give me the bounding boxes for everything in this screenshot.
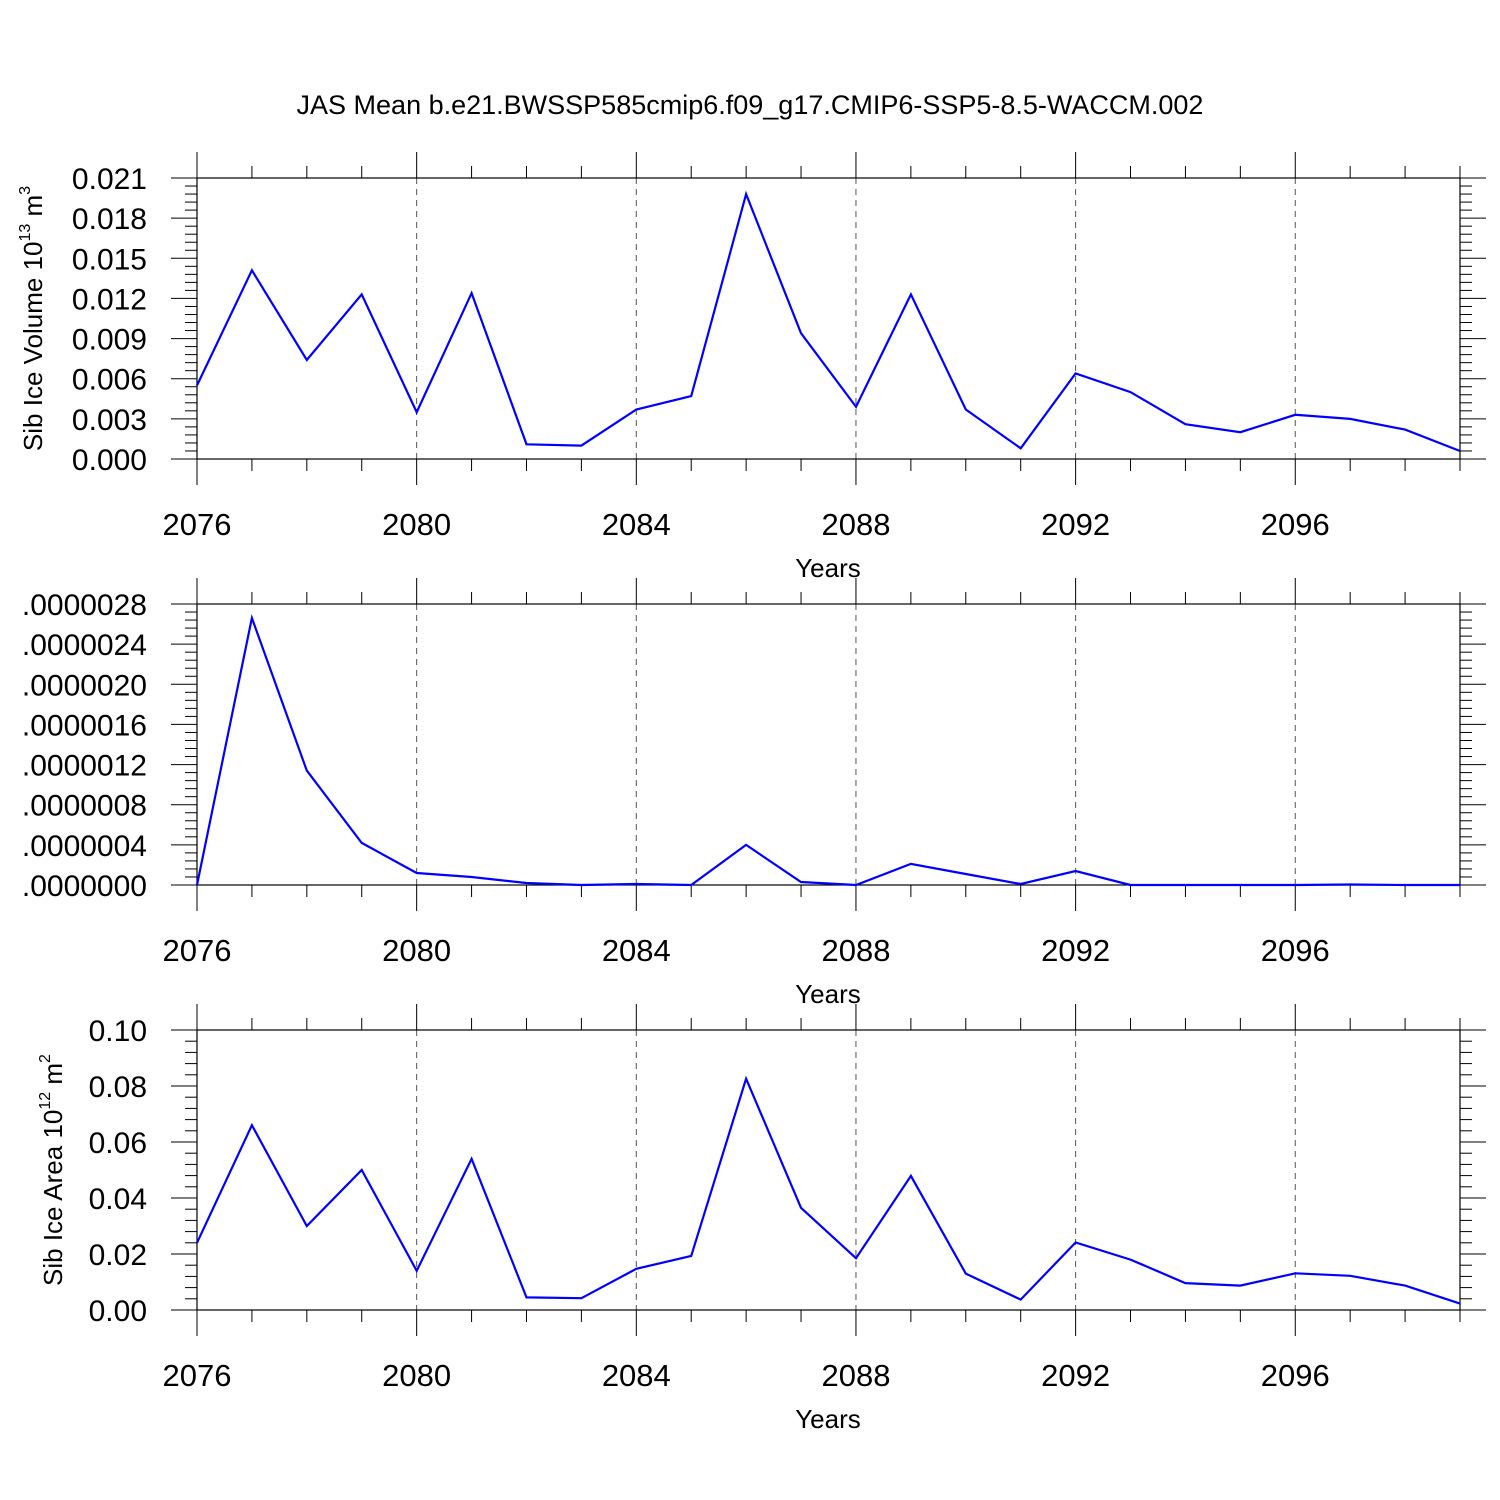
x-tick-label: 2084 <box>602 933 671 968</box>
x-tick-label: 2076 <box>163 507 232 542</box>
y-axis-label-text: m <box>38 1063 68 1092</box>
x-tick-label: 2084 <box>602 1358 671 1393</box>
y-tick-label: .0000012 <box>22 750 147 783</box>
y-axis-label: Sib Ice Volume 1013 m3 <box>17 186 48 451</box>
x-tick-label: 2076 <box>163 933 232 968</box>
y-axis-label-text: Sib Ice Area 10 <box>38 1110 68 1286</box>
x-tick-label: 2088 <box>821 1358 890 1393</box>
series-line <box>195 613 1460 887</box>
x-tick-label: 2084 <box>602 507 671 542</box>
x-tick-label: 2076 <box>163 1358 232 1393</box>
y-tick-label: 0.003 <box>72 404 147 437</box>
y-tick-label: .0000016 <box>22 709 147 742</box>
y-tick-label: 0.021 <box>72 163 147 196</box>
y-tick-label: 0.06 <box>89 1127 147 1160</box>
x-tick-label: 2096 <box>1261 507 1330 542</box>
y-axis-label-superscript: 13 <box>17 224 34 242</box>
y-tick-label: 0.00 <box>89 1295 147 1328</box>
x-tick-label: 2088 <box>821 933 890 968</box>
x-tick-label: 2080 <box>382 507 451 542</box>
y-axis-label-superscript: 12 <box>37 1092 54 1110</box>
chart-panel-1: 0.000 0.003 0.006 0.009 0.012 0.015 0.018 0.021… <box>17 152 1486 583</box>
y-tick-label: 0.04 <box>89 1183 147 1216</box>
y-tick-label: 0.02 <box>89 1239 147 1272</box>
chart-panel-2: .0000000 .0000004 .0000008 .0000012 .0000016… <box>22 578 1486 1009</box>
x-tick-label: 2088 <box>821 507 890 542</box>
y-tick-label: 0.012 <box>72 283 147 316</box>
x-tick-label: 2092 <box>1041 507 1110 542</box>
y-tick-label: .0000004 <box>22 830 147 863</box>
x-axis-label: Years <box>795 553 861 583</box>
y-tick-label: 0.08 <box>89 1071 147 1104</box>
x-tick-label: 2096 <box>1261 933 1330 968</box>
x-axis-label: Years <box>795 979 861 1009</box>
plot-frame <box>196 177 1461 460</box>
y-axis-label: Sib Ice Area 1012 m2 <box>37 1054 68 1286</box>
chart-panel-3: 0.00 0.02 0.04 0.06 0.08 0.10 2076 2080 2084 2088… <box>37 1004 1486 1434</box>
series-line <box>196 190 1461 453</box>
series-line <box>196 1075 1461 1305</box>
y-tick-label: 0.10 <box>89 1015 147 1048</box>
y-tick-label: .0000020 <box>22 669 147 702</box>
y-tick-label: 0.009 <box>72 324 147 357</box>
y-tick-label: .0000008 <box>22 790 147 823</box>
y-tick-label: 0.000 <box>72 444 147 477</box>
chart-panels: 0.0000.0030.0060.0090.0120.0150.0180.021… <box>17 152 1486 1434</box>
y-tick-label: .0000028 <box>22 589 147 622</box>
y-tick-label: 0.015 <box>72 243 147 276</box>
y-tick-label: .0000000 <box>22 870 147 903</box>
y-tick-label: .0000024 <box>22 629 147 662</box>
y-tick-label: 0.018 <box>72 203 147 236</box>
figure-title: JAS Mean b.e21.BWSSP585cmip6.f09_g17.CMI… <box>297 90 1204 120</box>
y-axis-label-superscript: 2 <box>37 1054 54 1063</box>
y-tick-label: 0.006 <box>72 364 147 397</box>
x-tick-label: 2092 <box>1041 933 1110 968</box>
x-tick-label: 2080 <box>382 933 451 968</box>
y-axis-label-superscript: 3 <box>17 186 34 195</box>
y-axis-label-text: Sib Ice Volume 10 <box>18 242 48 452</box>
x-tick-label: 2092 <box>1041 1358 1110 1393</box>
x-axis-label: Years <box>795 1404 861 1434</box>
plot-frame <box>196 1029 1461 1311</box>
x-tick-label: 2080 <box>382 1358 451 1393</box>
y-axis-label-text: m <box>18 195 48 224</box>
plot-frame <box>196 603 1461 886</box>
x-tick-label: 2096 <box>1261 1358 1330 1393</box>
